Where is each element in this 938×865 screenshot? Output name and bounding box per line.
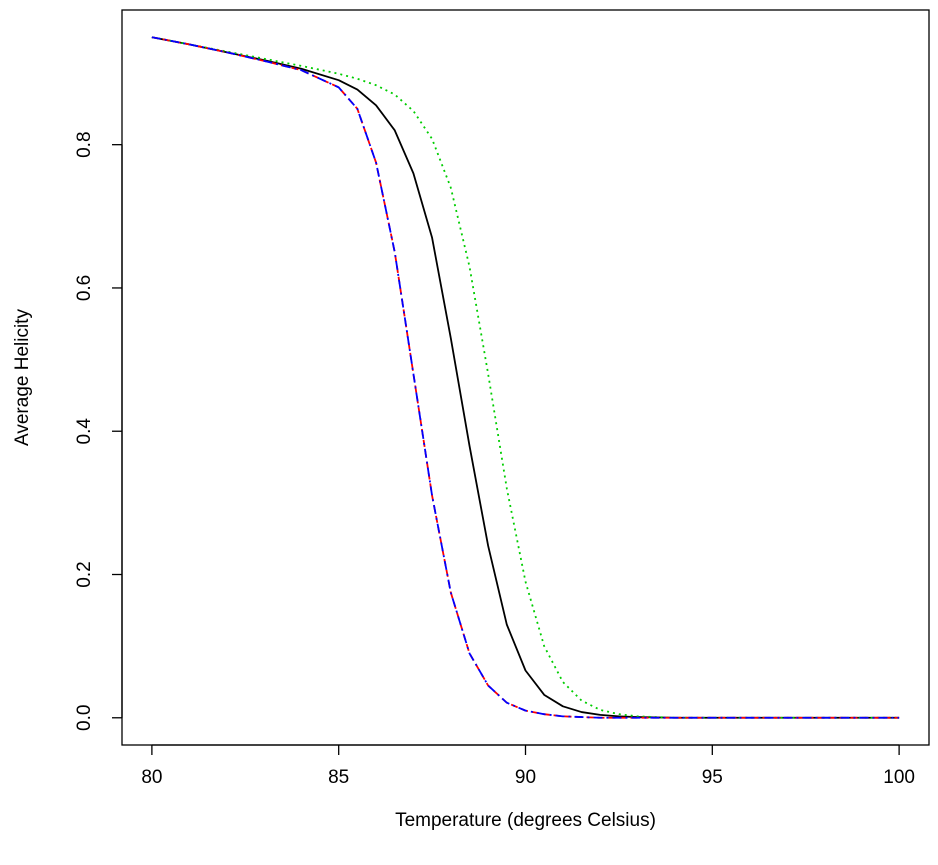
x-tick-label: 100	[883, 767, 915, 788]
y-tick-label: 0.4	[74, 418, 95, 445]
plot-frame	[121, 9, 930, 746]
x-tick-label: 80	[141, 767, 162, 788]
x-tick-label: 90	[515, 767, 536, 788]
series-line-3	[151, 36, 900, 719]
y-tick-label: 0.2	[74, 561, 95, 587]
series-line-4	[151, 36, 900, 719]
series-layer	[151, 36, 900, 719]
y-tick-label: 0.0	[74, 705, 95, 731]
series-line-2	[151, 36, 900, 719]
x-tick-label: 95	[702, 767, 723, 788]
series-line-1	[151, 36, 900, 719]
y-tick-label: 0.8	[74, 131, 95, 157]
x-axis-title: Temperature (degrees Celsius)	[395, 810, 656, 831]
x-tick-label: 85	[328, 767, 349, 788]
y-axis-title: Average Helicity	[12, 309, 33, 446]
y-tick-label: 0.6	[74, 275, 95, 301]
axes-layer: 80 85 90 95 100 0.0 0.2 0.4 0.6 0.8	[74, 131, 915, 788]
